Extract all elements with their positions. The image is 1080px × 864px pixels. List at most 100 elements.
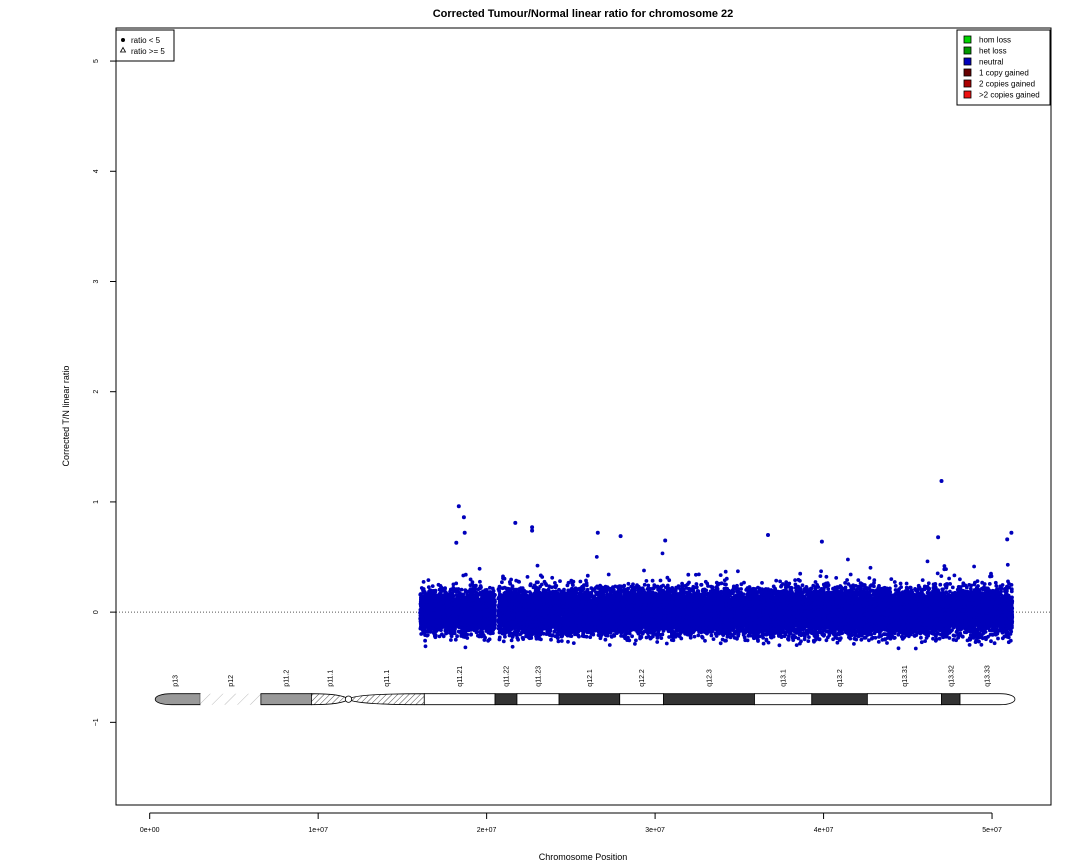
data-point (431, 584, 435, 588)
data-point (483, 605, 487, 609)
data-point (460, 623, 464, 627)
data-point (426, 593, 430, 597)
data-point (493, 609, 497, 613)
x-tick-label: 5e+07 (982, 827, 1002, 834)
data-point (479, 607, 483, 611)
data-point (442, 587, 446, 591)
data-point (472, 602, 476, 606)
data-point (469, 633, 473, 637)
data-point (455, 611, 459, 615)
data-point (435, 625, 439, 629)
data-point (420, 598, 424, 602)
data-point (446, 603, 450, 607)
data-point (428, 615, 432, 619)
data-point (463, 623, 467, 627)
data-point (491, 613, 495, 617)
data-point (433, 608, 437, 612)
data-point (469, 607, 473, 611)
y-tick-label: 0 (93, 610, 100, 614)
data-point (642, 569, 646, 573)
data-point (469, 617, 473, 621)
x-axis: 0e+00 1e+07 2e+07 3e+07 4e+07 5e+07 (140, 813, 1002, 834)
data-point (819, 569, 823, 573)
data-point (478, 598, 482, 602)
data-point (469, 578, 473, 582)
y-tick-label: 5 (93, 59, 100, 63)
data-point (454, 638, 458, 642)
data-point (462, 628, 466, 632)
data-point (483, 594, 487, 598)
data-point (434, 612, 438, 616)
data-point (422, 580, 426, 584)
data-point (448, 593, 452, 597)
x-tick-label: 1e+07 (308, 827, 328, 834)
data-point (424, 598, 428, 602)
data-point (420, 627, 424, 631)
data-point (433, 591, 437, 595)
data-point (646, 584, 650, 588)
data-point (477, 601, 481, 605)
data-point (472, 612, 476, 616)
data-point (427, 585, 431, 589)
data-point (927, 581, 931, 585)
data-point (463, 609, 467, 613)
data-point (426, 609, 430, 613)
data-point (451, 610, 455, 614)
data-point (460, 588, 464, 592)
y-tick-label: 4 (93, 169, 100, 173)
data-points (418, 479, 1014, 650)
data-point (491, 631, 495, 635)
data-point (560, 639, 564, 643)
data-point (423, 595, 427, 599)
data-point (482, 634, 486, 638)
data-point (429, 621, 433, 625)
data-point (455, 617, 459, 621)
y-tick-label: 2 (93, 390, 100, 394)
data-point (451, 614, 455, 618)
data-point (474, 617, 478, 621)
data-point (442, 596, 446, 600)
data-point (426, 629, 430, 633)
data-point (455, 634, 459, 638)
data-point (661, 552, 665, 556)
data-point (437, 598, 441, 602)
data-point (457, 587, 461, 591)
data-point (446, 599, 450, 603)
y-tick-label: −1 (93, 718, 100, 726)
data-point (438, 635, 442, 639)
data-point (424, 614, 428, 618)
data-point (424, 644, 428, 648)
data-point (464, 646, 468, 650)
data-point (449, 638, 453, 642)
data-point (470, 592, 474, 596)
data-point (470, 598, 474, 602)
data-point (437, 604, 441, 608)
data-point (423, 639, 427, 643)
data-point (627, 582, 631, 586)
data-point (449, 629, 453, 633)
data-point (427, 578, 431, 582)
y-tick-label: 3 (93, 279, 100, 283)
data-point (478, 567, 482, 571)
data-point (491, 587, 495, 591)
data-point (993, 641, 997, 645)
data-point (487, 631, 491, 635)
data-point (435, 618, 439, 622)
data-point (438, 588, 442, 592)
data-point (454, 582, 458, 586)
x-tick-label: 4e+07 (814, 827, 834, 834)
data-point (419, 632, 423, 636)
data-point (467, 602, 471, 606)
data-point (442, 613, 446, 617)
data-point (454, 590, 458, 594)
data-point (488, 637, 492, 641)
data-point (486, 608, 490, 612)
data-point (469, 583, 473, 587)
data-point (478, 580, 482, 584)
data-point (464, 573, 468, 577)
data-point (1007, 640, 1011, 644)
plot-frame (116, 28, 1051, 805)
x-tick-label: 3e+07 (645, 827, 665, 834)
